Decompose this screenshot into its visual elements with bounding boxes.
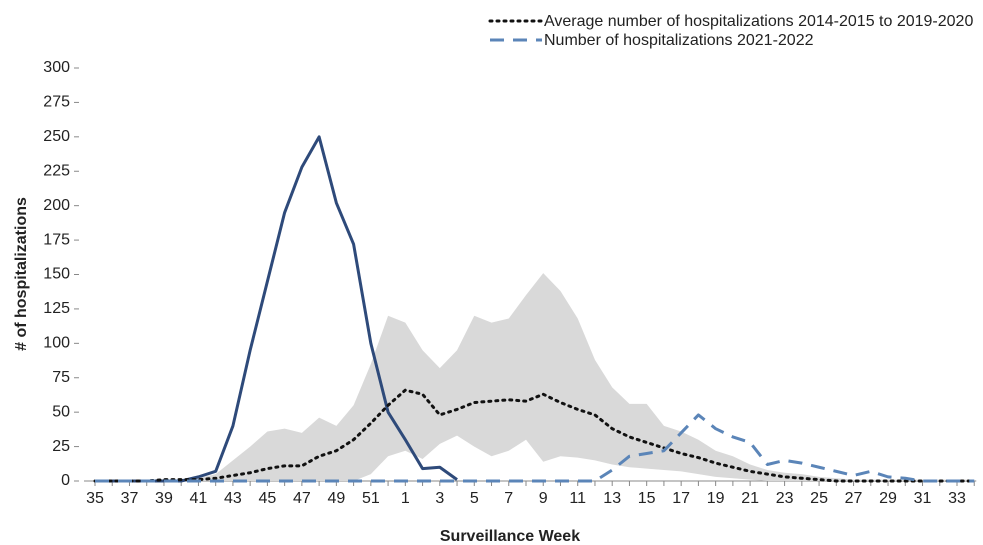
x-tick-label: 9 — [539, 490, 548, 507]
x-tick-label: 29 — [879, 490, 897, 507]
x-tick-label: 41 — [190, 490, 208, 507]
legend-swatch — [490, 38, 542, 42]
x-tick-label: 21 — [741, 490, 759, 507]
legend-label: Number of hospitalizations 2021-2022 — [544, 32, 814, 49]
series-line — [95, 413, 975, 483]
legend-entry: Average number of hospitalizations 2014-… — [486, 12, 983, 31]
x-tick-label: 39 — [155, 490, 173, 507]
y-tick-label: 75 — [52, 369, 70, 386]
x-tick-label: 47 — [293, 490, 311, 507]
x-tick-label: 7 — [504, 490, 513, 507]
series-line — [93, 388, 976, 483]
y-tick-label: 200 — [43, 197, 70, 214]
x-tick-label: 3 — [435, 490, 444, 507]
x-tick-label: 5 — [470, 490, 479, 507]
x-tick-label: 37 — [121, 490, 139, 507]
x-tick-label: 11 — [569, 490, 586, 507]
legend-entry: Number of hospitalizations 2021-2022 — [486, 31, 983, 50]
y-tick-label: 50 — [52, 403, 70, 420]
x-tick-label: 33 — [948, 490, 966, 507]
y-tick-label: 175 — [43, 231, 70, 248]
x-axis-title: Surveillance Week — [440, 528, 580, 545]
y-tick-label: 300 — [43, 59, 70, 76]
legend-label: Average number of hospitalizations 2014-… — [544, 13, 974, 30]
x-tick-label: 1 — [401, 490, 410, 507]
y-tick-label: 150 — [43, 266, 70, 283]
x-tick-label: 25 — [810, 490, 828, 507]
legend: Average number of hospitalizations 2014-… — [486, 12, 983, 50]
y-tick-label: 250 — [43, 128, 70, 145]
range-band — [95, 273, 975, 481]
y-tick-label: 275 — [43, 94, 70, 111]
series-line — [95, 135, 458, 483]
x-tick-label: 35 — [86, 490, 104, 507]
x-tick-label: 43 — [224, 490, 242, 507]
x-tick-label: 49 — [327, 490, 345, 507]
y-tick-label: 25 — [52, 438, 70, 455]
x-tick-label: 45 — [259, 490, 277, 507]
y-tick-label: 100 — [43, 335, 70, 352]
x-tick-label: 31 — [914, 490, 932, 507]
y-tick-label: 225 — [43, 162, 70, 179]
x-tick-label: 19 — [707, 490, 725, 507]
y-tick-label: 125 — [43, 300, 70, 317]
x-tick-label: 15 — [638, 490, 656, 507]
x-tick-label: 23 — [776, 490, 794, 507]
x-tick-label: 17 — [672, 490, 690, 507]
y-tick-label: 0 — [61, 472, 70, 489]
x-tick-label: 27 — [845, 490, 863, 507]
x-tick-label: 51 — [362, 490, 380, 507]
x-tick-label: 13 — [603, 490, 621, 507]
legend-swatch — [488, 19, 544, 23]
y-axis-title: # of hospitalizations — [13, 197, 30, 351]
